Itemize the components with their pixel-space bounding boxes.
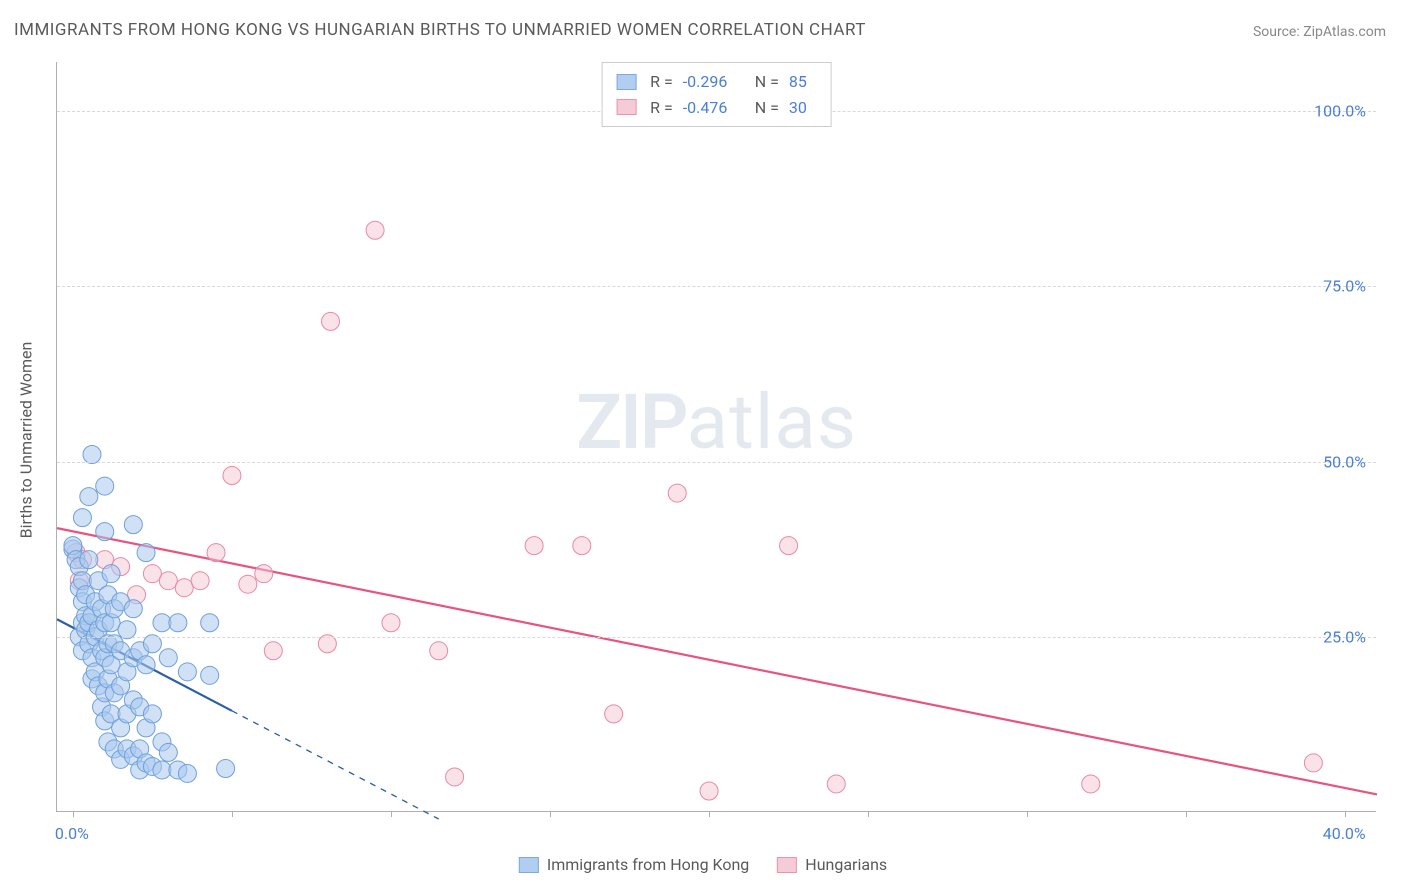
y-tick-label: 75.0% xyxy=(1323,277,1366,296)
scatter-point xyxy=(96,523,114,541)
x-tick xyxy=(1027,811,1028,817)
scatter-point xyxy=(1304,754,1322,772)
scatter-point xyxy=(124,516,142,534)
legend-r-value-1: -0.296 xyxy=(683,69,741,95)
x-tick xyxy=(73,811,74,817)
plot-area: ZIPatlas R = -0.296 N = 85 R = -0.476 N … xyxy=(56,62,1376,812)
scatter-point xyxy=(223,467,241,485)
scatter-point xyxy=(668,484,686,502)
legend-n-value-1: 85 xyxy=(789,69,817,95)
legend-n-label-2: N = xyxy=(755,95,779,121)
source-attribution: Source: ZipAtlas.com xyxy=(1253,24,1386,40)
scatter-point xyxy=(159,649,177,667)
scatter-point xyxy=(1082,775,1100,793)
scatter-point xyxy=(217,760,235,778)
scatter-point xyxy=(153,614,171,632)
x-tick xyxy=(868,811,869,817)
scatter-point xyxy=(143,705,161,723)
x-tick xyxy=(232,811,233,817)
scatter-point xyxy=(73,509,91,527)
scatter-point xyxy=(366,221,384,239)
scatter-point xyxy=(169,614,187,632)
legend-r-label-1: R = xyxy=(650,69,673,95)
gridline-h xyxy=(57,637,1376,638)
scatter-point xyxy=(102,565,120,583)
y-tick-label: 100.0% xyxy=(1314,102,1366,121)
scatter-point xyxy=(137,544,155,562)
scatter-point xyxy=(827,775,845,793)
scatter-point xyxy=(264,642,282,660)
legend-swatch-hungarians xyxy=(616,99,636,115)
legend-bottom: Immigrants from Hong Kong Hungarians xyxy=(519,855,887,874)
scatter-point xyxy=(255,565,273,583)
x-tick xyxy=(709,811,710,817)
scatter-point xyxy=(201,666,219,684)
scatter-point xyxy=(201,614,219,632)
x-tick-label: 40.0% xyxy=(1323,824,1366,843)
scatter-point xyxy=(700,782,718,800)
legend-swatch-hungarians-bottom xyxy=(777,857,797,873)
x-tick xyxy=(1345,811,1346,817)
legend-item-hongkong: Immigrants from Hong Kong xyxy=(519,855,749,874)
scatter-point xyxy=(525,537,543,555)
x-tick-label: 0.0% xyxy=(55,824,89,843)
scatter-point xyxy=(143,565,161,583)
scatter-point xyxy=(191,572,209,590)
scatter-point xyxy=(605,705,623,723)
scatter-point xyxy=(159,572,177,590)
scatter-point xyxy=(382,614,400,632)
gridline-h xyxy=(57,462,1376,463)
legend-swatch-hongkong-bottom xyxy=(519,857,539,873)
scatter-point xyxy=(780,537,798,555)
legend-stats-row-2: R = -0.476 N = 30 xyxy=(616,95,817,121)
legend-swatch-hongkong xyxy=(616,74,636,90)
scatter-point xyxy=(178,764,196,782)
scatter-point xyxy=(153,761,171,779)
scatter-point xyxy=(207,544,225,562)
scatter-point xyxy=(124,600,142,618)
y-axis-label: Births to Unmarried Women xyxy=(17,342,36,539)
x-tick xyxy=(391,811,392,817)
chart-title: IMMIGRANTS FROM HONG KONG VS HUNGARIAN B… xyxy=(14,20,866,40)
y-tick-label: 25.0% xyxy=(1323,627,1366,646)
scatter-point xyxy=(175,579,193,597)
scatter-point xyxy=(80,488,98,506)
scatter-point xyxy=(446,768,464,786)
scatter-point xyxy=(96,477,114,495)
scatter-point xyxy=(239,575,257,593)
gridline-h xyxy=(57,286,1376,287)
legend-n-value-2: 30 xyxy=(789,95,817,121)
legend-stats-row-1: R = -0.296 N = 85 xyxy=(616,69,817,95)
scatter-point xyxy=(80,551,98,569)
scatter-point xyxy=(322,312,340,330)
scatter-point xyxy=(159,743,177,761)
x-tick xyxy=(550,811,551,817)
legend-stats-box: R = -0.296 N = 85 R = -0.476 N = 30 xyxy=(601,62,832,127)
y-tick-label: 50.0% xyxy=(1323,452,1366,471)
legend-r-label-2: R = xyxy=(650,95,673,121)
chart-svg xyxy=(57,62,1376,811)
legend-item-hungarians: Hungarians xyxy=(777,855,887,874)
scatter-point xyxy=(430,642,448,660)
scatter-point xyxy=(573,537,591,555)
scatter-point xyxy=(178,663,196,681)
legend-label-hungarians: Hungarians xyxy=(805,855,887,874)
legend-label-hongkong: Immigrants from Hong Kong xyxy=(547,855,749,874)
x-tick xyxy=(1186,811,1187,817)
legend-n-label-1: N = xyxy=(755,69,779,95)
legend-r-value-2: -0.476 xyxy=(683,95,741,121)
scatter-point xyxy=(137,656,155,674)
